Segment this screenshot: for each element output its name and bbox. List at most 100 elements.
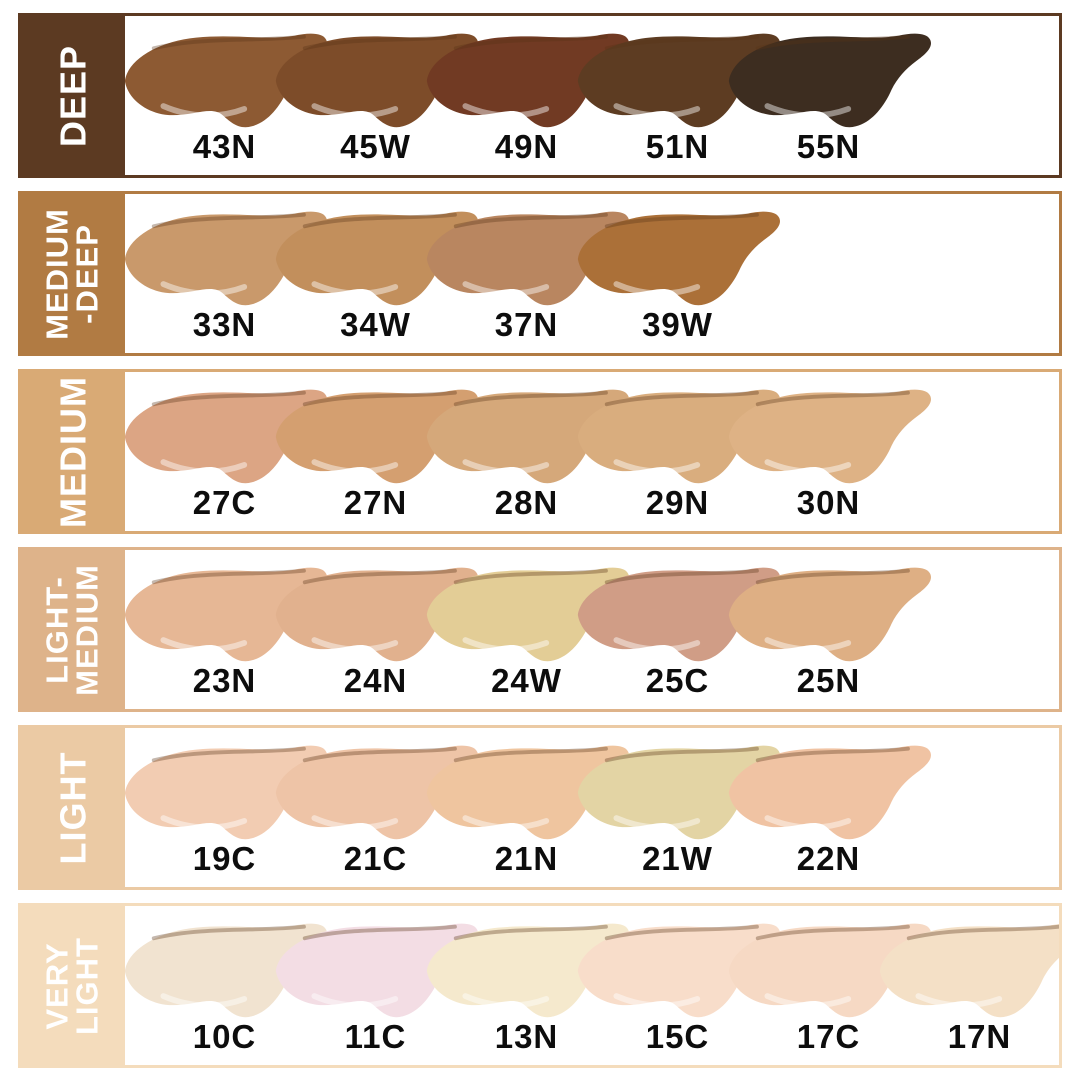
shade-swatch: 24W: [426, 550, 629, 709]
smear-icon: [577, 211, 780, 306]
shade-swatch: 45W: [275, 16, 478, 175]
category-sidebar: LIGHT: [21, 728, 125, 887]
shade-code-label: 55N: [796, 128, 861, 165]
shade-swatch: 29N: [577, 372, 780, 531]
shade-swatch: 33N: [125, 194, 327, 353]
shade-swatch: 21W: [577, 728, 780, 887]
smear-icon: [275, 211, 478, 306]
shade-row-light-medium: LIGHT- MEDIUM 23N 24N 24W 25C 25N: [18, 547, 1062, 712]
smear-icon: [728, 923, 931, 1018]
shade-code-label: 17C: [796, 1018, 861, 1055]
smear-icon: [275, 33, 478, 128]
shade-code-label: 27N: [343, 484, 408, 521]
smear-icon: [577, 745, 780, 840]
shade-swatch: 19C: [125, 728, 327, 887]
smear-icon: [577, 567, 780, 662]
shade-swatch: 30N: [728, 372, 931, 531]
shade-swatch: 10C: [125, 906, 327, 1065]
smear-icon: [426, 923, 629, 1018]
smear-icon: [275, 389, 478, 484]
shade-code-label: 30N: [796, 484, 861, 521]
shade-code-label: 17N: [947, 1018, 1012, 1055]
shade-swatch: 11C: [275, 906, 478, 1065]
shade-swatch: 51N: [577, 16, 780, 175]
category-label: LIGHT: [52, 751, 94, 864]
category-label: MEDIUM -DEEP: [39, 207, 105, 340]
shade-code-label: 23N: [192, 662, 257, 699]
smear-icon: [728, 389, 931, 484]
shade-code-label: 39W: [642, 306, 713, 343]
shade-swatch: 27C: [125, 372, 327, 531]
swatch-strip: 33N 34W 37N 39W: [125, 194, 1059, 353]
shade-swatch: 21N: [426, 728, 629, 887]
shade-swatch: 43N: [125, 16, 327, 175]
shade-row-light: LIGHT 19C 21C 21N 21W 22N: [18, 725, 1062, 890]
shade-code-label: 21N: [494, 840, 559, 877]
smear-icon: [426, 745, 629, 840]
shade-swatch: 24N: [275, 550, 478, 709]
smear-icon: [275, 745, 478, 840]
smear-icon: [879, 924, 1059, 1018]
category-label: DEEP: [52, 44, 94, 147]
smear-icon: [728, 33, 931, 128]
shade-row-deep: DEEP 43N 45W 49N 51N 55N: [18, 13, 1062, 178]
swatch-strip: 10C 11C 13N 15C 17C 17N: [125, 906, 1059, 1065]
shade-code-label: 49N: [494, 128, 559, 165]
shade-code-label: 37N: [494, 306, 559, 343]
shade-swatch: 17C: [728, 906, 931, 1065]
shade-code-label: 25C: [645, 662, 710, 699]
swatch-strip: 23N 24N 24W 25C 25N: [125, 550, 1059, 709]
smear-icon: [275, 923, 478, 1018]
smear-icon: [125, 389, 327, 484]
category-sidebar: VERY LIGHT: [21, 906, 125, 1065]
smear-icon: [577, 389, 780, 484]
smear-icon: [125, 33, 327, 128]
shade-swatch: 23N: [125, 550, 327, 709]
shade-swatch: 37N: [426, 194, 629, 353]
shade-swatch: 34W: [275, 194, 478, 353]
category-sidebar: MEDIUM -DEEP: [21, 194, 125, 353]
smear-icon: [426, 567, 629, 662]
shade-code-label: 15C: [645, 1018, 710, 1055]
category-label: VERY LIGHT: [39, 936, 105, 1035]
smear-icon: [125, 923, 327, 1018]
swatch-strip: 43N 45W 49N 51N 55N: [125, 16, 1059, 175]
shade-code-label: 10C: [192, 1018, 257, 1055]
shade-code-label: 21W: [642, 840, 713, 877]
shade-swatch: 25N: [728, 550, 931, 709]
shade-code-label: 33N: [192, 306, 257, 343]
shade-code-label: 51N: [645, 128, 710, 165]
shade-code-label: 21C: [343, 840, 408, 877]
category-sidebar: DEEP: [21, 16, 125, 175]
smear-icon: [426, 389, 629, 484]
swatch-strip: 19C 21C 21N 21W 22N: [125, 728, 1059, 887]
shade-swatch: 22N: [728, 728, 931, 887]
shade-code-label: 13N: [494, 1018, 559, 1055]
shade-row-medium-deep: MEDIUM -DEEP 33N 34W 37N 39W: [18, 191, 1062, 356]
category-label: LIGHT- MEDIUM: [39, 563, 105, 696]
shade-code-label: 25N: [796, 662, 861, 699]
shade-swatch: 28N: [426, 372, 629, 531]
smear-icon: [125, 567, 327, 662]
shade-code-label: 28N: [494, 484, 559, 521]
shade-code-label: 11C: [344, 1018, 407, 1055]
smear-icon: [577, 33, 780, 128]
swatch-strip: 27C 27N 28N 29N 30N: [125, 372, 1059, 531]
smear-icon: [728, 567, 931, 662]
smear-icon: [426, 211, 629, 306]
smear-icon: [728, 745, 931, 840]
shade-swatch: 55N: [728, 16, 931, 175]
shade-code-label: 19C: [192, 840, 257, 877]
shade-code-label: 43N: [192, 128, 257, 165]
shade-swatch: 39W: [577, 194, 780, 353]
shade-swatch: 15C: [577, 906, 780, 1065]
shade-code-label: 29N: [645, 484, 710, 521]
category-label: MEDIUM: [52, 375, 94, 528]
shade-swatch: 17N: [879, 906, 1059, 1065]
shade-row-medium: MEDIUM 27C 27N 28N 29N 30N: [18, 369, 1062, 534]
category-sidebar: LIGHT- MEDIUM: [21, 550, 125, 709]
smear-icon: [426, 33, 629, 128]
shade-code-label: 22N: [796, 840, 861, 877]
shade-swatch: 21C: [275, 728, 478, 887]
